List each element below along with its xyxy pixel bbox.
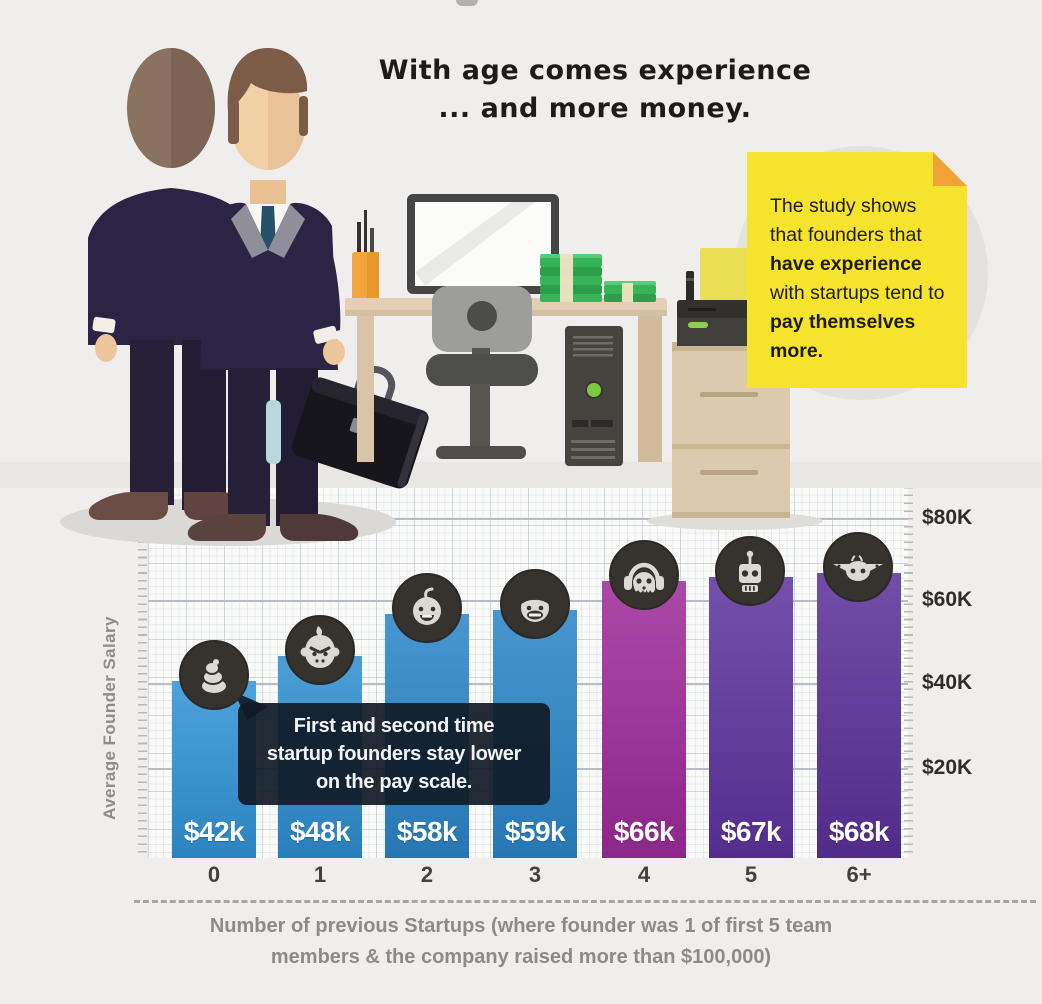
bar-6: $68k <box>817 573 901 858</box>
xtick-5: 5 <box>744 862 758 887</box>
ytick-80k: $80K <box>922 506 973 529</box>
bar-5-value: $67k <box>720 816 782 847</box>
xtick-4: 4 <box>637 862 651 887</box>
ytick-40k: $40K <box>922 671 973 694</box>
bar-4-value: $66k <box>613 816 675 847</box>
xtick-0: 0 <box>207 862 221 887</box>
xtick-3: 3 <box>528 862 542 887</box>
alien-headphones-icon <box>609 540 679 610</box>
y-axis-ticks-left <box>138 487 147 859</box>
gridline-80k <box>148 518 908 520</box>
x-axis-caption-line-1: Number of previous Startups (where found… <box>209 915 833 937</box>
bar-6-value: $68k <box>828 816 890 847</box>
ytick-60k: $60K <box>922 588 973 611</box>
office-chair <box>426 286 538 459</box>
xtick-1: 1 <box>313 862 327 887</box>
monitor <box>407 194 559 302</box>
yoda-icon <box>823 532 893 602</box>
bar-1-value: $48k <box>289 816 351 847</box>
money-stacks <box>540 254 656 302</box>
robot-icon <box>715 536 785 606</box>
chart-annotation-tooltip: First and second time startup founders s… <box>238 703 550 805</box>
bar-5: $67k <box>709 577 793 858</box>
computer-tower <box>565 326 623 466</box>
tooltip-line-2: startup founders stay lower <box>266 743 522 765</box>
tooltip-line-1: First and second time <box>293 715 495 737</box>
kid-icon <box>500 569 570 639</box>
tooltip-line-3: on the pay scale. <box>315 771 473 793</box>
cropped-text-fragment <box>456 0 478 6</box>
page-title: With age comes experience ... and more m… <box>330 52 860 128</box>
axis-separator-dashed-line <box>134 900 1036 903</box>
note-text-normal-2: with startups tend to <box>770 282 945 304</box>
title-line-2: ... and more money. <box>438 93 752 124</box>
x-axis-caption: Number of previous Startups (where found… <box>0 911 1042 973</box>
bar-3-value: $59k <box>504 816 566 847</box>
bar-0-value: $42k <box>183 816 245 847</box>
baby-icon <box>392 573 462 643</box>
sticky-note: The study shows that founders that have … <box>747 152 967 388</box>
bar-4: $66k <box>602 581 686 858</box>
bar-2-value: $58k <box>396 816 458 847</box>
y-axis-ticks-right <box>904 487 913 859</box>
note-text-normal-1: The study shows that founders that <box>770 195 922 246</box>
businessman-front <box>187 48 359 541</box>
title-line-1: With age comes experience <box>378 55 812 86</box>
sticky-note-fold <box>933 152 967 186</box>
x-axis-caption-line-2: members & the company raised more than $… <box>270 946 772 968</box>
gorilla-icon <box>285 615 355 685</box>
ytick-20k: $20K <box>922 756 973 779</box>
note-text-bold-2: pay themselves more. <box>770 311 916 362</box>
xtick-2: 2 <box>420 862 434 887</box>
y-axis-title: Average Founder Salary <box>100 616 119 820</box>
xtick-6: 6+ <box>846 862 872 887</box>
note-text-bold-1: have experience <box>770 253 922 275</box>
pencil-cup <box>352 210 379 305</box>
poop-icon <box>179 640 249 710</box>
